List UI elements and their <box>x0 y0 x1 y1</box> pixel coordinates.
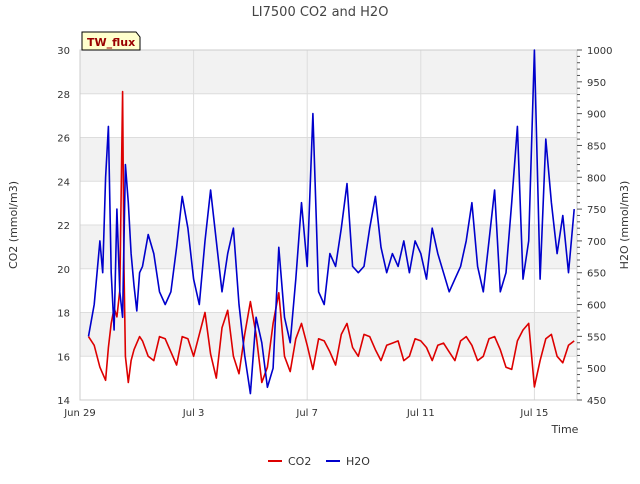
y2-tick-label: 750 <box>587 205 606 216</box>
chart-title: LI7500 CO2 and H2O <box>252 5 389 20</box>
y-tick-label: 28 <box>57 90 70 101</box>
y-tick-label: 22 <box>57 221 70 232</box>
legend-co2-label: CO2 <box>288 455 311 468</box>
y2-tick-label: 900 <box>587 110 606 121</box>
series-line-h2o <box>87 49 575 395</box>
x-tick-label: Jul 11 <box>406 408 435 419</box>
y2-tick-label: 1000 <box>587 46 612 57</box>
left-axis-ticks: 14 16 18 20 22 24 26 28 30 <box>57 46 70 407</box>
badge-label: TW_flux <box>87 36 135 49</box>
x-tick-label: Jul 15 <box>519 408 548 419</box>
background-band <box>80 50 577 94</box>
x-tick-label: Jul 3 <box>182 408 205 419</box>
y-tick-label: 18 <box>57 309 70 320</box>
y2-tick-label: 600 <box>587 301 606 312</box>
x-axis-ticks: Jun 29 Jul 3 Jul 7 Jul 11 Jul 15 <box>63 408 548 419</box>
y-tick-label: 24 <box>57 177 70 188</box>
x-tick-label: Jul 7 <box>295 408 318 419</box>
series-lines <box>87 49 575 395</box>
plot-border <box>79 49 578 401</box>
background-band <box>80 137 577 182</box>
y2-tick-label: 700 <box>587 237 606 248</box>
y2-tick-label: 950 <box>587 78 606 89</box>
y2-tick-label: 800 <box>587 173 606 184</box>
x-axis-label: Time <box>551 423 579 436</box>
y2-tick-label: 450 <box>587 396 606 407</box>
legend-h2o-label: H2O <box>346 455 370 468</box>
y2-tick-label: 500 <box>587 364 606 375</box>
x-tick-label: Jun 29 <box>63 408 96 419</box>
y-tick-label: 14 <box>57 396 70 407</box>
legend: CO2 H2O <box>268 455 370 468</box>
tw-flux-badge: TW_flux <box>81 31 141 51</box>
background-bands <box>80 50 577 357</box>
y2-tick-label: 550 <box>587 332 606 343</box>
y2-axis-label: H2O (mmol/m3) <box>618 181 631 270</box>
right-axis-ticks: 450 500 550 600 650 700 750 800 850 900 950 1000 <box>577 46 612 407</box>
y2-tick-label: 850 <box>587 141 606 152</box>
y-tick-label: 20 <box>57 265 70 276</box>
series-line-co2 <box>87 90 575 388</box>
y-axis-label: CO2 (mmol/m3) <box>7 181 20 269</box>
y2-tick-label: 650 <box>587 269 606 280</box>
y-tick-label: 16 <box>57 352 70 363</box>
y-tick-label: 26 <box>57 134 70 145</box>
badge-box <box>81 31 141 51</box>
y-tick-label: 30 <box>57 46 70 57</box>
